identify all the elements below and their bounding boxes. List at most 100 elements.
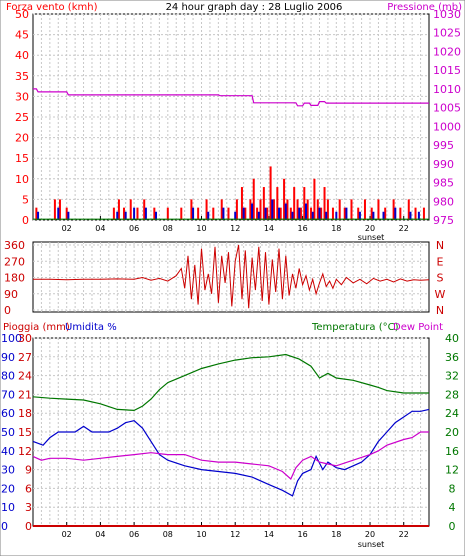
wind_gust-bar xyxy=(166,207,169,220)
temperature-ytick-label: 40 xyxy=(445,332,459,345)
humidity-xtick-label: 10 xyxy=(196,530,206,539)
wind_gust-bar xyxy=(220,199,223,220)
wind_gust-bar xyxy=(35,207,38,220)
wind_gust-bar xyxy=(53,199,56,220)
pressure-ytick-label: 1030 xyxy=(433,8,461,21)
wind_gust-bar xyxy=(338,199,341,220)
humidity-ytick-label: 10 xyxy=(1,501,15,514)
direction-ytick-label: 360 xyxy=(4,239,25,252)
wind_gust-bar xyxy=(422,207,425,220)
direction-ytick-label: 0 xyxy=(4,304,11,317)
wind-ytick-label: 5 xyxy=(22,193,29,206)
wind_gust-bar xyxy=(370,207,373,220)
wind-ytick-label: 40 xyxy=(15,49,29,62)
wind_avg-bar xyxy=(372,211,375,220)
wind_gust-bar xyxy=(58,199,61,220)
temperature-ytick-label: 16 xyxy=(445,445,459,458)
wind-ytick-label: 15 xyxy=(15,152,29,165)
wind_avg-bar xyxy=(345,207,348,220)
wind_gust-bar xyxy=(240,187,243,220)
wind_gust-bar xyxy=(256,207,259,220)
wind_gust-bar xyxy=(117,199,120,220)
wind-xtick-label: 08 xyxy=(163,224,173,233)
humidity-ytick-label: 70 xyxy=(1,388,15,401)
humidity-ytick-label: 80 xyxy=(1,370,15,383)
direction-ytick-label: 90 xyxy=(4,288,18,301)
wind_gust-bar xyxy=(227,207,230,220)
temperature-ytick-label: 28 xyxy=(445,388,459,401)
wind-xtick-label: 06 xyxy=(129,224,139,233)
wind_avg-bar xyxy=(257,211,260,220)
humidity-ytick-label: 20 xyxy=(1,482,15,495)
wind_gust-bar xyxy=(296,199,299,220)
wind_gust-bar xyxy=(310,207,313,220)
humidity-axis-label: Umidita % xyxy=(65,322,117,333)
wind_gust-bar xyxy=(197,207,200,220)
direction-compass-letter: S xyxy=(437,272,444,285)
wind_gust-bar xyxy=(289,207,292,220)
temperature-ytick-label: 0 xyxy=(449,520,456,533)
wind_avg-bar xyxy=(67,211,70,220)
wind_gust-bar xyxy=(112,207,115,220)
wind_avg-bar xyxy=(251,203,254,220)
pressure-ytick-label: 990 xyxy=(433,158,454,171)
rain-ytick-label: 18 xyxy=(18,407,32,420)
wind-xtick-label: 04 xyxy=(95,224,105,233)
wind_gust-bar xyxy=(65,207,68,220)
direction-compass-letter: E xyxy=(437,255,444,268)
wind_gust-bar xyxy=(414,207,417,220)
wind_avg-bar xyxy=(124,211,127,220)
wind_gust-bar xyxy=(293,187,296,220)
wind-xtick-label: 14 xyxy=(264,224,274,233)
temperature-ytick-label: 4 xyxy=(449,501,456,514)
wind_gust-bar xyxy=(323,187,326,220)
wind_avg-bar xyxy=(242,207,245,220)
wind-ytick-label: 50 xyxy=(15,8,29,21)
temperature-ytick-label: 12 xyxy=(445,464,459,477)
wind_gust-bar xyxy=(252,178,255,220)
wind-ytick-label: 25 xyxy=(15,111,29,124)
humidity-ytick-label: 60 xyxy=(1,407,15,420)
rain-ytick-label: 12 xyxy=(18,445,32,458)
rain-ytick-label: 3 xyxy=(25,501,32,514)
wind-xtick-label: 02 xyxy=(62,224,72,233)
pressure-ytick-label: 995 xyxy=(433,139,454,152)
pressure-ytick-label: 985 xyxy=(433,177,454,190)
wind_avg-bar xyxy=(382,211,385,220)
wind_gust-bar xyxy=(235,199,238,220)
direction-ytick-label: 180 xyxy=(4,272,25,285)
direction-compass-letter: N xyxy=(436,304,444,317)
wind_avg-bar xyxy=(37,211,40,220)
humidity-xtick-label: 16 xyxy=(298,530,308,539)
pressure-ytick-label: 1020 xyxy=(433,45,461,58)
rain-ytick-label: 0 xyxy=(25,520,32,533)
wind-axis-label: Forza vento (kmh) xyxy=(6,2,98,13)
wind_avg-bar xyxy=(116,211,119,220)
wind-ytick-label: 35 xyxy=(15,70,29,83)
wind_avg-bar xyxy=(291,211,294,220)
rain-ytick-label: 6 xyxy=(25,482,32,495)
dew_point-line xyxy=(32,431,429,480)
wind_gust-bar xyxy=(259,199,262,220)
wind_gust-bar xyxy=(283,178,286,220)
temperature-ytick-label: 24 xyxy=(445,407,459,420)
wind_avg-bar xyxy=(304,203,307,220)
humidity-line xyxy=(32,408,430,497)
wind_gust-bar xyxy=(303,187,306,220)
humidity-xtick-label: 02 xyxy=(62,530,72,539)
wind_gust-bar xyxy=(286,199,289,220)
wind-xtick-label: 20 xyxy=(365,224,375,233)
wind_gust-bar xyxy=(212,207,215,220)
humidity-xtick-label: 04 xyxy=(95,530,105,539)
temperature-ytick-label: 20 xyxy=(445,426,459,439)
wind_gust-bar xyxy=(350,199,353,220)
wind_gust-bar xyxy=(279,207,282,220)
humidity-ytick-label: 100 xyxy=(1,332,22,345)
wind_gust-bar xyxy=(262,187,265,220)
pressure-ytick-label: 1015 xyxy=(433,64,461,77)
wind_gust-bar xyxy=(190,199,193,220)
direction-ytick-label: 270 xyxy=(4,255,25,268)
pressure-axis-label: Pressione (mb) xyxy=(387,2,462,13)
sunset-label-top: sunset xyxy=(358,233,385,242)
